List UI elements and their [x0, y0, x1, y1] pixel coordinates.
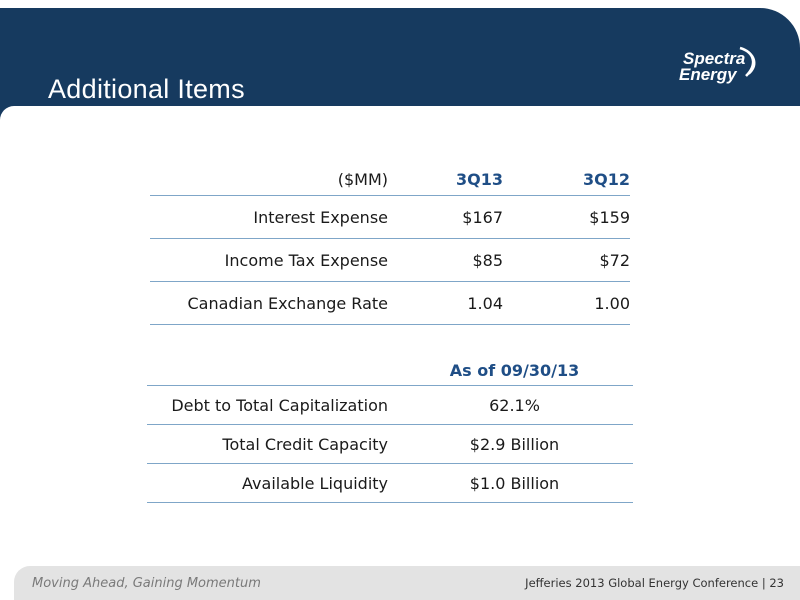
- row-value-3q12: $72: [503, 238, 630, 282]
- table-row: Interest Expense $167 $159: [150, 195, 630, 239]
- page-title: Additional Items: [48, 74, 245, 104]
- logo-text-line1: Spectra: [683, 49, 746, 68]
- logo-swoosh-icon: [739, 46, 756, 77]
- row-value-3q13: $167: [396, 195, 503, 239]
- table-row: Debt to Total Capitalization 62.1%: [147, 385, 633, 425]
- table-row: Total Credit Capacity $2.9 Billion: [147, 424, 633, 464]
- footer-conference-page: Jefferies 2013 Global Energy Conference …: [525, 576, 784, 590]
- table-row: Canadian Exchange Rate 1.04 1.00: [150, 281, 630, 325]
- empty-header-cell: [147, 356, 396, 386]
- table-header-row: As of 09/30/13: [147, 356, 633, 386]
- quarterly-items-table: ($MM) 3Q13 3Q12 Interest Expense $167 $1…: [150, 164, 630, 325]
- capitalization-table: As of 09/30/13 Debt to Total Capitalizat…: [147, 356, 633, 503]
- row-value: 62.1%: [396, 385, 633, 425]
- unit-label: ($MM): [150, 164, 396, 196]
- row-label: Total Credit Capacity: [147, 424, 396, 464]
- spectra-energy-logo: Spectra Energy: [676, 42, 776, 92]
- row-label: Canadian Exchange Rate: [150, 281, 396, 325]
- footer-tagline: Moving Ahead, Gaining Momentum: [32, 576, 261, 591]
- table-row: Available Liquidity $1.0 Billion: [147, 463, 633, 503]
- row-value-3q13: $85: [396, 238, 503, 282]
- row-value-3q13: 1.04: [396, 281, 503, 325]
- row-value: $2.9 Billion: [396, 424, 633, 464]
- row-label: Income Tax Expense: [150, 238, 396, 282]
- header-bar: Additional Items Spectra Energy: [0, 8, 800, 106]
- row-label: Debt to Total Capitalization: [147, 385, 396, 425]
- row-label: Available Liquidity: [147, 463, 396, 503]
- column-header-3q13: 3Q13: [396, 164, 503, 196]
- logo-text-line2: Energy: [679, 65, 737, 84]
- table-header-row: ($MM) 3Q13 3Q12: [150, 164, 630, 196]
- row-label: Interest Expense: [150, 195, 396, 239]
- row-value: $1.0 Billion: [396, 463, 633, 503]
- header-corner-decoration: [0, 106, 14, 120]
- column-header-as-of-date: As of 09/30/13: [396, 356, 633, 386]
- column-header-3q12: 3Q12: [503, 164, 630, 196]
- table-row: Income Tax Expense $85 $72: [150, 238, 630, 282]
- row-value-3q12: 1.00: [503, 281, 630, 325]
- row-value-3q12: $159: [503, 195, 630, 239]
- footer-bar: Moving Ahead, Gaining Momentum Jefferies…: [14, 566, 800, 600]
